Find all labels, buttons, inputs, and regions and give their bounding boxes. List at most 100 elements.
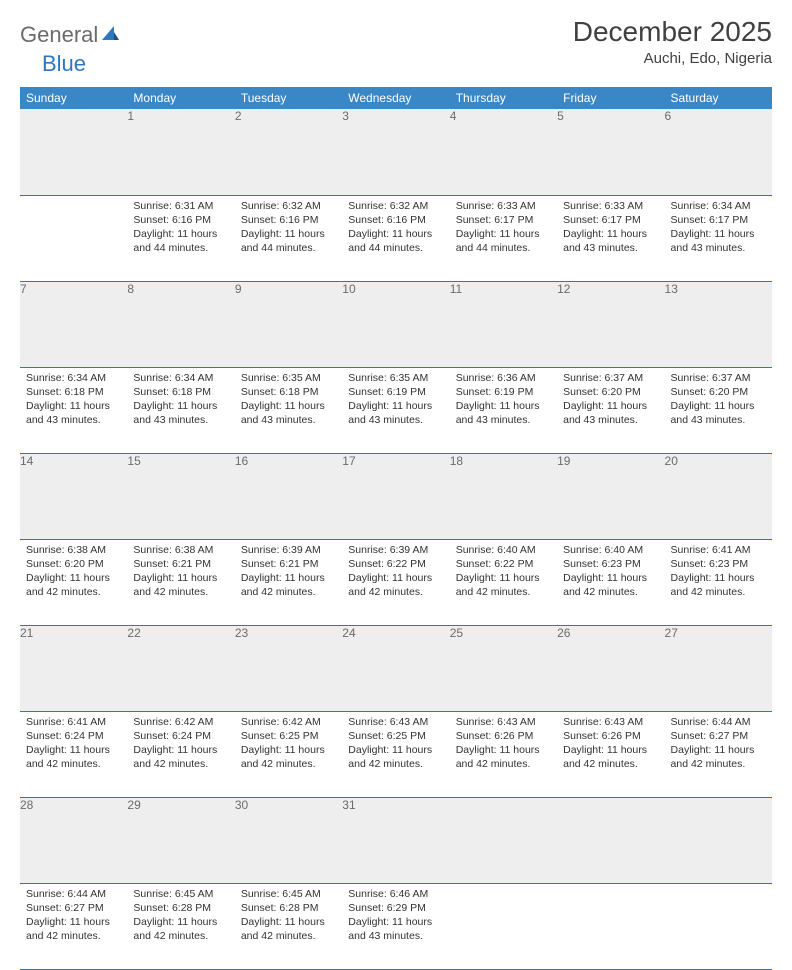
day-number-cell [20, 109, 127, 195]
day-number-row: 123456 [20, 109, 772, 195]
day-number-cell: 27 [665, 625, 772, 711]
day-details: Sunrise: 6:32 AMSunset: 6:16 PMDaylight:… [342, 196, 449, 260]
day-details: Sunrise: 6:42 AMSunset: 6:24 PMDaylight:… [127, 712, 234, 776]
day-cell: Sunrise: 6:43 AMSunset: 6:26 PMDaylight:… [450, 711, 557, 797]
day-cell: Sunrise: 6:43 AMSunset: 6:25 PMDaylight:… [342, 711, 449, 797]
day-details: Sunrise: 6:39 AMSunset: 6:21 PMDaylight:… [235, 540, 342, 604]
day-number-cell: 25 [450, 625, 557, 711]
day-cell: Sunrise: 6:41 AMSunset: 6:24 PMDaylight:… [20, 711, 127, 797]
weekday-header: Thursday [450, 87, 557, 109]
day-details: Sunrise: 6:45 AMSunset: 6:28 PMDaylight:… [235, 884, 342, 948]
day-cell: Sunrise: 6:37 AMSunset: 6:20 PMDaylight:… [557, 367, 664, 453]
day-details: Sunrise: 6:33 AMSunset: 6:17 PMDaylight:… [557, 196, 664, 260]
logo-sail-icon [100, 24, 120, 47]
day-number-cell: 26 [557, 625, 664, 711]
day-details: Sunrise: 6:43 AMSunset: 6:26 PMDaylight:… [450, 712, 557, 776]
day-details: Sunrise: 6:38 AMSunset: 6:20 PMDaylight:… [20, 540, 127, 604]
day-details: Sunrise: 6:41 AMSunset: 6:24 PMDaylight:… [20, 712, 127, 776]
day-number-cell: 13 [665, 281, 772, 367]
day-details: Sunrise: 6:36 AMSunset: 6:19 PMDaylight:… [450, 368, 557, 432]
day-number-cell: 15 [127, 453, 234, 539]
day-details: Sunrise: 6:35 AMSunset: 6:18 PMDaylight:… [235, 368, 342, 432]
day-cell: Sunrise: 6:36 AMSunset: 6:19 PMDaylight:… [450, 367, 557, 453]
weekday-header: Wednesday [342, 87, 449, 109]
day-cell: Sunrise: 6:40 AMSunset: 6:23 PMDaylight:… [557, 539, 664, 625]
day-details: Sunrise: 6:44 AMSunset: 6:27 PMDaylight:… [20, 884, 127, 948]
day-cell [450, 883, 557, 969]
day-cell: Sunrise: 6:42 AMSunset: 6:24 PMDaylight:… [127, 711, 234, 797]
day-number-cell: 8 [127, 281, 234, 367]
day-cell: Sunrise: 6:34 AMSunset: 6:17 PMDaylight:… [665, 195, 772, 281]
day-cell: Sunrise: 6:43 AMSunset: 6:26 PMDaylight:… [557, 711, 664, 797]
day-content-row: Sunrise: 6:44 AMSunset: 6:27 PMDaylight:… [20, 883, 772, 969]
day-number-row: 21222324252627 [20, 625, 772, 711]
day-number-cell: 17 [342, 453, 449, 539]
day-details: Sunrise: 6:37 AMSunset: 6:20 PMDaylight:… [557, 368, 664, 432]
day-number-cell: 2 [235, 109, 342, 195]
day-number-cell: 22 [127, 625, 234, 711]
day-cell: Sunrise: 6:45 AMSunset: 6:28 PMDaylight:… [127, 883, 234, 969]
day-number-cell [557, 797, 664, 883]
day-cell: Sunrise: 6:45 AMSunset: 6:28 PMDaylight:… [235, 883, 342, 969]
day-cell: Sunrise: 6:37 AMSunset: 6:20 PMDaylight:… [665, 367, 772, 453]
day-details: Sunrise: 6:45 AMSunset: 6:28 PMDaylight:… [127, 884, 234, 948]
day-details: Sunrise: 6:34 AMSunset: 6:17 PMDaylight:… [665, 196, 772, 260]
day-number-cell: 23 [235, 625, 342, 711]
day-number-cell: 10 [342, 281, 449, 367]
day-details: Sunrise: 6:39 AMSunset: 6:22 PMDaylight:… [342, 540, 449, 604]
weekday-header: Sunday [20, 87, 127, 109]
day-number-row: 78910111213 [20, 281, 772, 367]
weekday-header: Friday [557, 87, 664, 109]
day-number-cell: 16 [235, 453, 342, 539]
day-number-cell: 29 [127, 797, 234, 883]
day-number-cell: 28 [20, 797, 127, 883]
calendar-table: SundayMondayTuesdayWednesdayThursdayFrid… [20, 87, 772, 970]
calendar-header-row: SundayMondayTuesdayWednesdayThursdayFrid… [20, 87, 772, 109]
day-cell: Sunrise: 6:32 AMSunset: 6:16 PMDaylight:… [342, 195, 449, 281]
day-cell: Sunrise: 6:35 AMSunset: 6:18 PMDaylight:… [235, 367, 342, 453]
weekday-header: Tuesday [235, 87, 342, 109]
day-cell: Sunrise: 6:42 AMSunset: 6:25 PMDaylight:… [235, 711, 342, 797]
day-number-cell: 1 [127, 109, 234, 195]
day-cell: Sunrise: 6:33 AMSunset: 6:17 PMDaylight:… [557, 195, 664, 281]
day-number-cell: 9 [235, 281, 342, 367]
day-number-cell: 24 [342, 625, 449, 711]
day-cell: Sunrise: 6:44 AMSunset: 6:27 PMDaylight:… [665, 711, 772, 797]
day-number-cell: 20 [665, 453, 772, 539]
day-number-cell [665, 797, 772, 883]
day-details: Sunrise: 6:38 AMSunset: 6:21 PMDaylight:… [127, 540, 234, 604]
day-cell: Sunrise: 6:38 AMSunset: 6:21 PMDaylight:… [127, 539, 234, 625]
day-cell [20, 195, 127, 281]
day-cell [557, 883, 664, 969]
day-cell: Sunrise: 6:41 AMSunset: 6:23 PMDaylight:… [665, 539, 772, 625]
logo-word2: Blue [42, 51, 86, 77]
day-cell: Sunrise: 6:31 AMSunset: 6:16 PMDaylight:… [127, 195, 234, 281]
day-details: Sunrise: 6:34 AMSunset: 6:18 PMDaylight:… [127, 368, 234, 432]
day-number-cell: 19 [557, 453, 664, 539]
day-cell: Sunrise: 6:44 AMSunset: 6:27 PMDaylight:… [20, 883, 127, 969]
day-number-cell: 4 [450, 109, 557, 195]
day-number-cell: 5 [557, 109, 664, 195]
weekday-header: Monday [127, 87, 234, 109]
day-number-cell: 31 [342, 797, 449, 883]
day-cell: Sunrise: 6:40 AMSunset: 6:22 PMDaylight:… [450, 539, 557, 625]
month-title: December 2025 [573, 16, 772, 48]
day-details: Sunrise: 6:31 AMSunset: 6:16 PMDaylight:… [127, 196, 234, 260]
day-number-row: 14151617181920 [20, 453, 772, 539]
day-cell [665, 883, 772, 969]
logo-word1: General [20, 22, 98, 48]
location: Auchi, Edo, Nigeria [573, 50, 772, 67]
day-details: Sunrise: 6:46 AMSunset: 6:29 PMDaylight:… [342, 884, 449, 948]
day-details: Sunrise: 6:40 AMSunset: 6:22 PMDaylight:… [450, 540, 557, 604]
day-details: Sunrise: 6:34 AMSunset: 6:18 PMDaylight:… [20, 368, 127, 432]
day-number-cell: 11 [450, 281, 557, 367]
day-details: Sunrise: 6:33 AMSunset: 6:17 PMDaylight:… [450, 196, 557, 260]
day-details: Sunrise: 6:40 AMSunset: 6:23 PMDaylight:… [557, 540, 664, 604]
day-number-cell: 21 [20, 625, 127, 711]
weekday-header: Saturday [665, 87, 772, 109]
day-number-cell: 12 [557, 281, 664, 367]
day-number-cell: 18 [450, 453, 557, 539]
day-details: Sunrise: 6:37 AMSunset: 6:20 PMDaylight:… [665, 368, 772, 432]
logo: General [20, 16, 122, 48]
day-number-cell: 30 [235, 797, 342, 883]
